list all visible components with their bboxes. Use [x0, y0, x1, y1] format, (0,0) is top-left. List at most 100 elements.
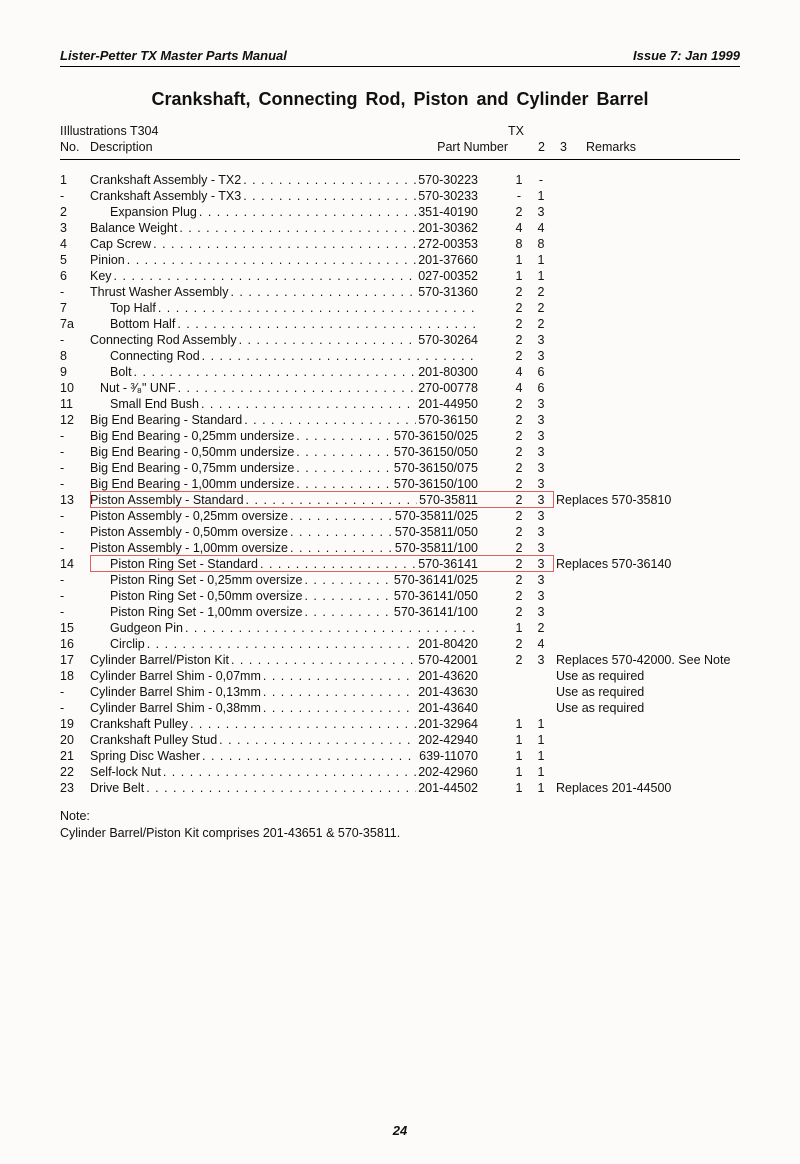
- part-tx3: 4: [530, 220, 552, 236]
- part-remark: [552, 364, 740, 380]
- part-row: 7aBottom Half . . . . . . . . . . . . . …: [60, 316, 740, 332]
- part-tx3: 3: [530, 508, 552, 524]
- part-row: -Piston Ring Set - 1,00mm oversize . . .…: [60, 604, 740, 620]
- part-number: 202-42960: [416, 764, 478, 780]
- part-tx2: 2: [508, 460, 530, 476]
- part-no: 19: [60, 716, 90, 732]
- leader-dots: . . . . . . . . . . . . . . . . . . . . …: [261, 684, 416, 700]
- leader-dots: . . . . . . . . . . . . . . . . . . . . …: [144, 780, 416, 796]
- part-number: 570-36150/075: [392, 460, 478, 476]
- part-no: -: [60, 428, 90, 444]
- leader-dots: . . . . . . . . . . . . . . . . . . . . …: [294, 476, 392, 492]
- part-row: 7Top Half . . . . . . . . . . . . . . . …: [60, 300, 740, 316]
- part-tx2: 2: [508, 300, 530, 316]
- part-desc: Cap Screw: [90, 236, 151, 252]
- part-number: 570-30223: [416, 172, 478, 188]
- part-tx2: [508, 684, 530, 700]
- part-no: 10: [60, 380, 90, 396]
- part-remark: Replaces 570-42000. See Note: [552, 652, 740, 668]
- part-tx3: 3: [530, 492, 552, 508]
- part-remark: Replaces 570-36140: [552, 556, 740, 572]
- part-tx3: 2: [530, 316, 552, 332]
- part-tx2: 2: [508, 348, 530, 364]
- part-no: 20: [60, 732, 90, 748]
- part-tx3: 3: [530, 460, 552, 476]
- part-number: 570-35811/100: [393, 540, 478, 556]
- part-desc: Connecting Rod Assembly: [90, 332, 237, 348]
- part-row: 18Cylinder Barrel Shim - 0,07mm . . . . …: [60, 668, 740, 684]
- leader-dots: . . . . . . . . . . . . . . . . . . . . …: [241, 188, 416, 204]
- part-row: 17Cylinder Barrel/Piston Kit . . . . . .…: [60, 652, 740, 668]
- part-row: -Connecting Rod Assembly . . . . . . . .…: [60, 332, 740, 348]
- part-tx2: 2: [508, 476, 530, 492]
- part-tx3: 1: [530, 716, 552, 732]
- part-remark: [552, 348, 740, 364]
- part-remark: Use as required: [552, 700, 740, 716]
- part-row: -Piston Ring Set - 0,25mm oversize . . .…: [60, 572, 740, 588]
- part-number: 570-36150/050: [392, 444, 478, 460]
- part-no: -: [60, 188, 90, 204]
- part-remark: Replaces 570-35810: [552, 492, 740, 508]
- part-tx2: [508, 668, 530, 684]
- part-desc: Circlip: [110, 636, 145, 652]
- part-remark: [552, 764, 740, 780]
- th-desc: Description: [90, 140, 410, 156]
- th-tx: TX: [508, 124, 530, 140]
- part-no: -: [60, 604, 90, 620]
- part-number: [476, 620, 478, 636]
- part-tx2: 1: [508, 780, 530, 796]
- part-remark: [552, 284, 740, 300]
- leader-dots: . . . . . . . . . . . . . . . . . . . . …: [217, 732, 416, 748]
- part-no: 14: [60, 556, 90, 572]
- part-desc: Expansion Plug: [110, 204, 197, 220]
- part-no: 6: [60, 268, 90, 284]
- part-desc: Big End Bearing - 0,25mm undersize: [90, 428, 294, 444]
- part-no: 17: [60, 652, 90, 668]
- part-no: 5: [60, 252, 90, 268]
- part-desc: Bolt: [110, 364, 132, 380]
- part-no: 7: [60, 300, 90, 316]
- part-row: 19Crankshaft Pulley . . . . . . . . . . …: [60, 716, 740, 732]
- part-number: 570-30233: [416, 188, 478, 204]
- part-no: 11: [60, 396, 90, 412]
- part-tx2: 8: [508, 236, 530, 252]
- part-tx2: 2: [508, 492, 530, 508]
- leader-dots: . . . . . . . . . . . . . . . . . . . . …: [244, 492, 418, 508]
- part-remark: [552, 620, 740, 636]
- part-no: -: [60, 444, 90, 460]
- part-remark: [552, 588, 740, 604]
- part-number: 570-36141/050: [392, 588, 478, 604]
- leader-dots: . . . . . . . . . . . . . . . . . . . . …: [258, 556, 416, 572]
- part-tx3: [530, 700, 552, 716]
- part-number: 351-40190: [416, 204, 478, 220]
- part-number: 570-35811/050: [393, 524, 478, 540]
- part-desc: Piston Assembly - 0,50mm oversize: [90, 524, 288, 540]
- part-tx3: 3: [530, 588, 552, 604]
- part-row: 20Crankshaft Pulley Stud . . . . . . . .…: [60, 732, 740, 748]
- part-remark: [552, 732, 740, 748]
- part-tx3: 3: [530, 604, 552, 620]
- part-tx3: 3: [530, 204, 552, 220]
- part-no: 23: [60, 780, 90, 796]
- part-tx2: 1: [508, 172, 530, 188]
- th-no: No.: [60, 140, 90, 156]
- leader-dots: . . . . . . . . . . . . . . . . . . . . …: [229, 652, 416, 668]
- leader-dots: . . . . . . . . . . . . . . . . . . . . …: [161, 764, 416, 780]
- leader-dots: . . . . . . . . . . . . . . . . . . . . …: [294, 444, 392, 460]
- part-number: 570-36150: [416, 412, 478, 428]
- part-tx2: 2: [508, 636, 530, 652]
- leader-dots: . . . . . . . . . . . . . . . . . . . . …: [288, 540, 393, 556]
- header-left: Lister-Petter TX Master Parts Manual: [60, 48, 287, 63]
- part-remark: [552, 172, 740, 188]
- note-block: Note: Cylinder Barrel/Piston Kit compris…: [60, 808, 740, 841]
- part-desc: Crankshaft Pulley Stud: [90, 732, 217, 748]
- part-remark: [552, 188, 740, 204]
- part-remark: [552, 204, 740, 220]
- leader-dots: . . . . . . . . . . . . . . . . . . . . …: [175, 316, 476, 332]
- part-tx2: 4: [508, 380, 530, 396]
- part-tx2: 2: [508, 396, 530, 412]
- part-no: -: [60, 684, 90, 700]
- part-no: 4: [60, 236, 90, 252]
- part-tx3: [530, 668, 552, 684]
- leader-dots: . . . . . . . . . . . . . . . . . . . . …: [199, 396, 416, 412]
